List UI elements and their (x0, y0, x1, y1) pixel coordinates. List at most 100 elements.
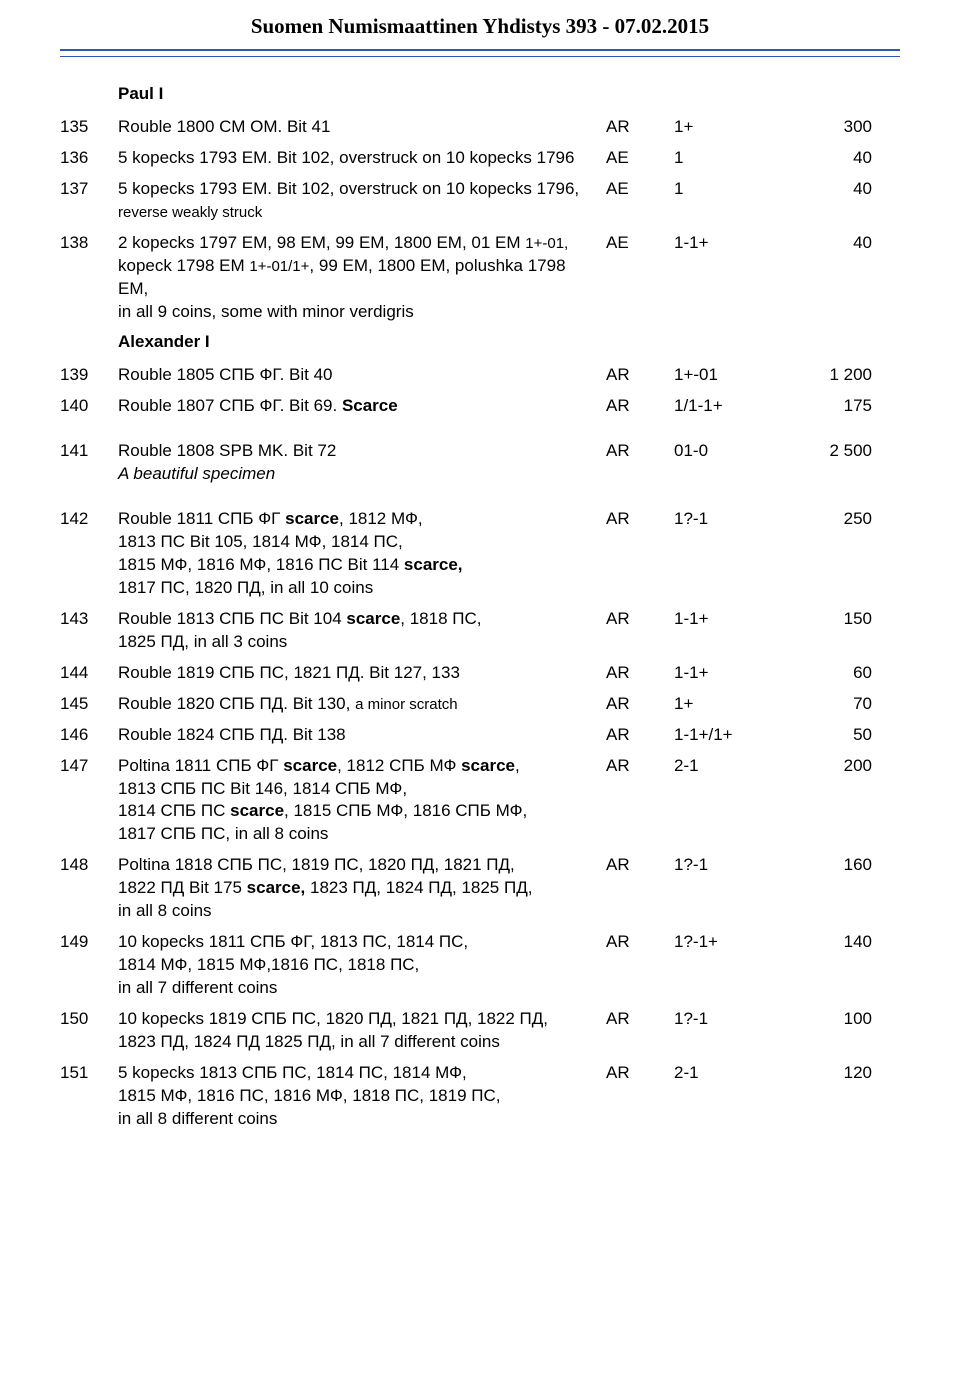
lot-row: 148 Poltina 1818 СПБ ПС, 1819 ПС, 1820 ПД… (60, 854, 900, 923)
lot-number: 145 (60, 693, 100, 716)
lot-price: 250 (802, 508, 872, 600)
lot-description: Rouble 1824 СПБ ПД. Bit 138 (118, 724, 588, 747)
lot-number (60, 83, 100, 106)
lot-grade: 1?-1 (674, 1008, 784, 1054)
lot-row: 138 2 kopecks 1797 ЕМ, 98 ЕМ, 99 ЕМ, 1800… (60, 232, 900, 324)
lot-number: 148 (60, 854, 100, 923)
lot-metal: AR (606, 755, 656, 847)
lot-metal: AR (606, 724, 656, 747)
section-heading-row: Paul I (60, 83, 900, 106)
lot-row: 149 10 kopecks 1811 СПБ ФГ, 1813 ПС, 1814… (60, 931, 900, 1000)
lot-price: 150 (802, 608, 872, 654)
lot-metal: AR (606, 608, 656, 654)
lot-number: 143 (60, 608, 100, 654)
section-heading: Paul I (118, 83, 588, 106)
lot-price: 40 (802, 178, 872, 224)
lot-grade: 1-1+ (674, 232, 784, 324)
lot-price: 50 (802, 724, 872, 747)
lot-row: 137 5 kopecks 1793 ЕМ. Bit 102, overstruc… (60, 178, 900, 224)
lot-number: 138 (60, 232, 100, 324)
lot-price: 70 (802, 693, 872, 716)
lot-price: 2 500 (802, 440, 872, 486)
lot-price: 160 (802, 854, 872, 923)
lot-description: Rouble 1813 СПБ ПС Bit 104 scarce, 1818 … (118, 608, 588, 654)
lot-grade: 1-1+/1+ (674, 724, 784, 747)
lot-price: 300 (802, 116, 872, 139)
lot-price: 40 (802, 147, 872, 170)
lot-number: 136 (60, 147, 100, 170)
lot-price: 40 (802, 232, 872, 324)
lot-metal: AR (606, 662, 656, 685)
lot-row: 141 Rouble 1808 SPB MK. Bit 72A beautiful… (60, 440, 900, 486)
lot-number: 151 (60, 1062, 100, 1131)
section-heading-row: Alexander I (60, 331, 900, 354)
lot-grade: 1/1-1+ (674, 395, 784, 418)
header-rule-thin (60, 56, 900, 57)
lot-row: 146Rouble 1824 СПБ ПД. Bit 138AR1-1+/1+5… (60, 724, 900, 747)
lot-price: 200 (802, 755, 872, 847)
lot-price: 60 (802, 662, 872, 685)
lot-grade: 1+-01 (674, 364, 784, 387)
lot-description: Rouble 1819 СПБ ПС, 1821 ПД. Bit 127, 13… (118, 662, 588, 685)
lot-number: 147 (60, 755, 100, 847)
lot-metal: AR (606, 440, 656, 486)
lot-grade: 1?-1 (674, 508, 784, 600)
lot-description: Rouble 1800 СМ ОМ. Bit 41 (118, 116, 588, 139)
lot-metal: AE (606, 232, 656, 324)
lot-description: 2 kopecks 1797 ЕМ, 98 ЕМ, 99 ЕМ, 1800 ЕМ… (118, 232, 588, 324)
lot-price (802, 331, 872, 354)
lot-description: Poltina 1811 СПБ ФГ scarce, 1812 СПБ МФ … (118, 755, 588, 847)
lot-metal: AR (606, 931, 656, 1000)
lot-price: 100 (802, 1008, 872, 1054)
lot-description: Poltina 1818 СПБ ПС, 1819 ПС, 1820 ПД, 1… (118, 854, 588, 923)
lot-grade: 1?-1 (674, 854, 784, 923)
lot-number: 150 (60, 1008, 100, 1054)
lot-grade: 2-1 (674, 1062, 784, 1131)
lot-grade: 1 (674, 147, 784, 170)
lot-number: 149 (60, 931, 100, 1000)
lot-metal: AR (606, 508, 656, 600)
lot-row: 140 Rouble 1807 СПБ ФГ. Bit 69. Scarce AR 1… (60, 395, 900, 418)
lot-row: 135 Rouble 1800 СМ ОМ. Bit 41 AR 1+ 300 (60, 116, 900, 139)
lot-grade: 1-1+ (674, 662, 784, 685)
page-title: Suomen Numismaattinen Yhdistys 393 - 07.… (60, 14, 900, 49)
lot-row: 145Rouble 1820 СПБ ПД. Bit 130, a minor … (60, 693, 900, 716)
lot-description: Rouble 1807 СПБ ФГ. Bit 69. Scarce (118, 395, 588, 418)
lot-number: 139 (60, 364, 100, 387)
lot-grade (674, 83, 784, 106)
lot-metal: AR (606, 1062, 656, 1131)
lot-grade: 1?-1+ (674, 931, 784, 1000)
lot-list: Paul I 135 Rouble 1800 СМ ОМ. Bit 41 AR 1+ 30… (60, 83, 900, 1131)
lot-price: 175 (802, 395, 872, 418)
lot-row: 1365 kopecks 1793 ЕМ. Bit 102, overstruc… (60, 147, 900, 170)
lot-grade (674, 331, 784, 354)
header-rule-thick (60, 49, 900, 51)
lot-row: 144Rouble 1819 СПБ ПС, 1821 ПД. Bit 127,… (60, 662, 900, 685)
lot-price (802, 83, 872, 106)
lot-metal: AR (606, 693, 656, 716)
lot-row: 15010 kopecks 1819 СПБ ПС, 1820 ПД, 1821… (60, 1008, 900, 1054)
lot-metal: AR (606, 395, 656, 418)
lot-metal (606, 331, 656, 354)
lot-description: Rouble 1808 SPB MK. Bit 72A beautiful sp… (118, 440, 588, 486)
lot-number: 141 (60, 440, 100, 486)
lot-price: 140 (802, 931, 872, 1000)
lot-description: 10 kopecks 1811 СПБ ФГ, 1813 ПС, 1814 ПС… (118, 931, 588, 1000)
lot-number: 140 (60, 395, 100, 418)
section-heading: Alexander I (118, 331, 588, 354)
lot-description: 5 kopecks 1793 ЕМ. Bit 102, overstruck o… (118, 178, 588, 224)
lot-metal: AE (606, 147, 656, 170)
lot-grade: 1 (674, 178, 784, 224)
lot-description: 5 kopecks 1813 СПБ ПС, 1814 ПС, 1814 МФ,… (118, 1062, 588, 1131)
lot-grade: 1+ (674, 116, 784, 139)
lot-description: Rouble 1811 СПБ ФГ scarce, 1812 МФ,1813 … (118, 508, 588, 600)
lot-number: 135 (60, 116, 100, 139)
lot-grade: 2-1 (674, 755, 784, 847)
lot-grade: 01-0 (674, 440, 784, 486)
lot-row: 142Rouble 1811 СПБ ФГ scarce, 1812 МФ,18… (60, 508, 900, 600)
lot-metal (606, 83, 656, 106)
lot-row: 139Rouble 1805 СПБ ФГ. Bit 40AR1+-011 20… (60, 364, 900, 387)
lot-metal: AR (606, 116, 656, 139)
lot-number: 137 (60, 178, 100, 224)
lot-metal: AR (606, 1008, 656, 1054)
